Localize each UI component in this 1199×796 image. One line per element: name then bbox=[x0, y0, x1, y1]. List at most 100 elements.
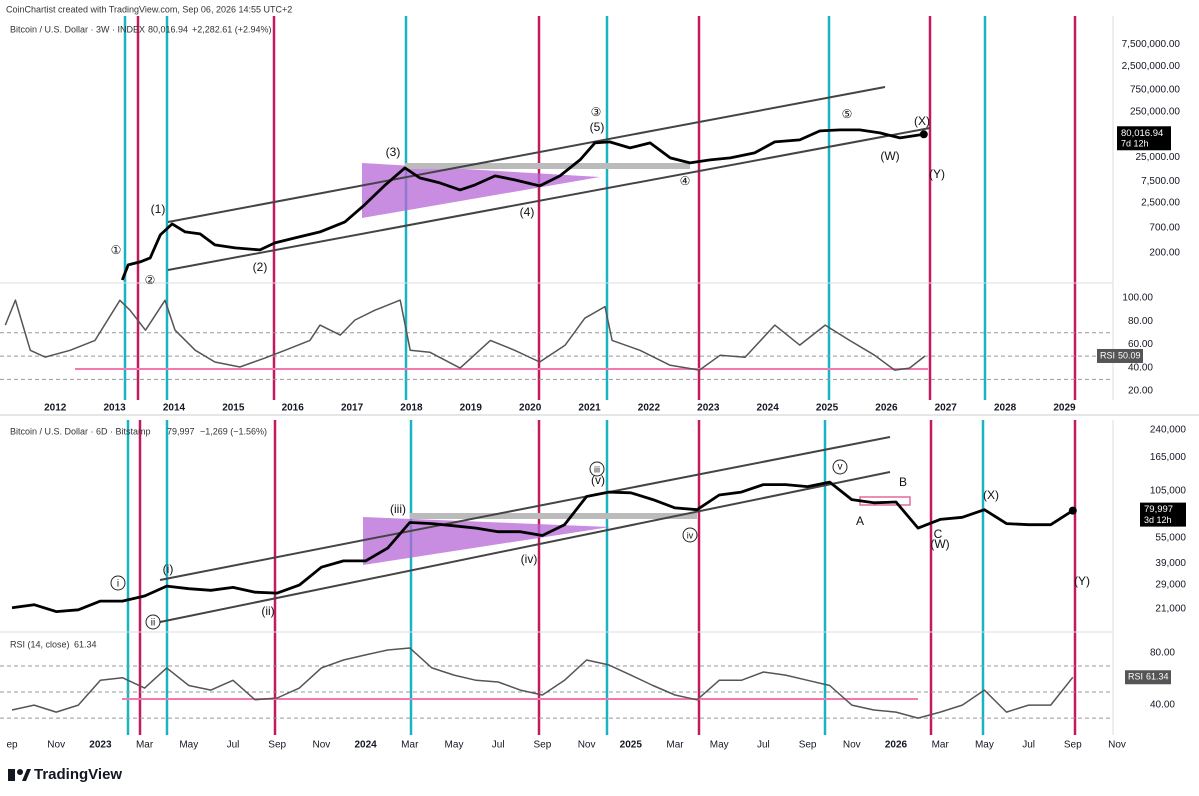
x-tick-label: 2023 bbox=[697, 403, 720, 414]
logo-mark bbox=[8, 769, 15, 781]
logo-mark bbox=[17, 769, 23, 775]
wave-label: (i) bbox=[163, 562, 174, 576]
wave-label: C bbox=[934, 527, 943, 541]
wave-label: ⑤ bbox=[842, 107, 853, 121]
x-tick-label: Jul bbox=[1022, 740, 1035, 751]
y-tick-label: 7,500,000.00 bbox=[1122, 39, 1181, 50]
y-tick-label: 39,000 bbox=[1155, 558, 1186, 569]
last-price: 80,016.94 bbox=[148, 24, 188, 34]
x-tick-label: 2023 bbox=[89, 740, 112, 751]
price-change: +2,282.61 (+2.94%) bbox=[192, 24, 272, 34]
wave-label: (4) bbox=[520, 205, 535, 219]
y-tick-label: 105,000 bbox=[1150, 485, 1187, 496]
x-tick-label: Sep bbox=[799, 740, 817, 751]
x-tick-label: 2020 bbox=[519, 403, 542, 414]
wave-circle bbox=[832, 459, 848, 475]
y-tick-label: 29,000 bbox=[1155, 580, 1186, 591]
y-tick-label: 40.00 bbox=[1128, 362, 1153, 373]
x-tick-label: 2019 bbox=[460, 403, 483, 414]
wave-label: (Y) bbox=[929, 167, 945, 181]
series-title: Bitcoin / U.S. Dollar · 3W · INDEX bbox=[10, 24, 145, 34]
x-tick-label: 2026 bbox=[885, 740, 908, 751]
x-tick-label: Sep bbox=[268, 740, 286, 751]
x-tick-label: Mar bbox=[401, 740, 419, 751]
y-tick-label: 21,000 bbox=[1155, 603, 1186, 614]
wave-label: ② bbox=[145, 273, 156, 287]
wave-label: A bbox=[856, 514, 864, 528]
x-tick-label: Nov bbox=[578, 740, 596, 751]
panel-borders bbox=[0, 16, 1199, 735]
x-tick-label: 2017 bbox=[341, 403, 364, 414]
y-tick-label: 20.00 bbox=[1128, 386, 1153, 397]
price-line bbox=[120, 128, 925, 281]
wave-label: ii bbox=[151, 618, 155, 629]
wave-label: (v) bbox=[591, 473, 605, 487]
price-change: −1,269 (−1.56%) bbox=[200, 426, 267, 436]
y-tick-label: 25,000.00 bbox=[1136, 152, 1181, 163]
x-tick-label: 2014 bbox=[163, 403, 186, 414]
range-band bbox=[410, 513, 697, 519]
price-line bbox=[11, 480, 1074, 613]
y-tick-label: 240,000 bbox=[1150, 425, 1187, 436]
wave-label: (Y) bbox=[1074, 574, 1090, 588]
watermark: CoinChartist created with TradingView.co… bbox=[6, 4, 292, 14]
y-tick-label: 250,000.00 bbox=[1130, 106, 1180, 117]
y-tick-label: 2,500,000.00 bbox=[1122, 61, 1181, 72]
x-tick-label: May bbox=[179, 740, 198, 751]
wave-label: (X) bbox=[983, 488, 999, 502]
wave-label: (X) bbox=[914, 114, 930, 128]
channel-line bbox=[167, 127, 931, 271]
rsi-box-value: 50.09 bbox=[1118, 350, 1141, 360]
x-tick-label: ep bbox=[6, 740, 18, 751]
y-tick-label: 60.00 bbox=[1128, 339, 1153, 350]
wave-label: v bbox=[838, 462, 843, 473]
wave-circle bbox=[110, 575, 126, 591]
y-tick-label: 80.00 bbox=[1150, 648, 1175, 659]
y-tick-label: 55,000 bbox=[1155, 533, 1186, 544]
x-tick-label: Nov bbox=[313, 740, 331, 751]
x-tick-label: 2012 bbox=[44, 403, 67, 414]
x-tick-label: 2026 bbox=[875, 403, 898, 414]
last-price: 79,997 bbox=[167, 426, 195, 436]
wave-label: (3) bbox=[386, 145, 401, 159]
y-tick-label: 40.00 bbox=[1150, 700, 1175, 711]
x-tick-label: 2028 bbox=[994, 403, 1017, 414]
indicator-value: 61.34 bbox=[74, 639, 97, 649]
x-tick-label: 2016 bbox=[282, 403, 305, 414]
rsi-box bbox=[1097, 348, 1143, 363]
channel-line bbox=[159, 436, 891, 581]
last-point bbox=[919, 130, 928, 139]
wave-circle bbox=[682, 527, 698, 543]
wave-label: B bbox=[899, 475, 907, 489]
x-tick-label: 2021 bbox=[578, 403, 601, 414]
x-tick-label: May bbox=[710, 740, 729, 751]
y-tick-label: 80.00 bbox=[1128, 316, 1153, 327]
wave-label: ④ bbox=[680, 174, 691, 188]
y-tick-label: 165,000 bbox=[1150, 452, 1187, 463]
price-box bbox=[1117, 126, 1171, 151]
price-box-label: 80,016.94 bbox=[1121, 128, 1163, 139]
y-tick-label: 700.00 bbox=[1149, 223, 1180, 234]
rsi-box bbox=[1125, 670, 1171, 685]
x-tick-label: Mar bbox=[932, 740, 950, 751]
y-tick-label: 750,000.00 bbox=[1130, 85, 1180, 96]
countdown: 7d 12h bbox=[1121, 139, 1149, 149]
rsi-line bbox=[4, 299, 926, 371]
wave-label: ① bbox=[111, 243, 122, 257]
cycle-lines bbox=[123, 16, 1077, 735]
y-tick-label: 100.00 bbox=[1122, 292, 1153, 303]
x-tick-label: 2025 bbox=[620, 740, 643, 751]
footer-brand: TradingView bbox=[34, 766, 122, 783]
wave-circle bbox=[589, 461, 605, 477]
x-tick-label: 2027 bbox=[935, 403, 958, 414]
x-tick-label: Mar bbox=[666, 740, 684, 751]
rsi-box-value: 61.34 bbox=[1146, 672, 1169, 682]
x-tick-label: Nov bbox=[47, 740, 65, 751]
x-tick-label: May bbox=[975, 740, 994, 751]
channel-line bbox=[159, 471, 891, 623]
x-tick-label: 2013 bbox=[103, 403, 126, 414]
last-point bbox=[1068, 506, 1077, 515]
x-tick-label: Jul bbox=[492, 740, 505, 751]
